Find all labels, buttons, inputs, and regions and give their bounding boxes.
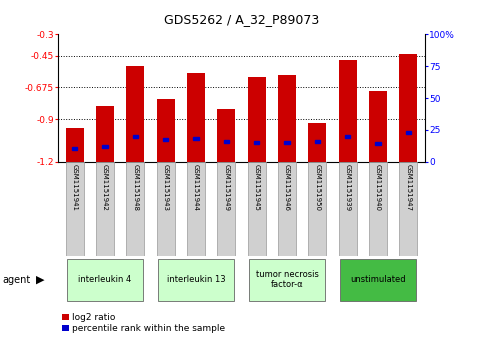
- Bar: [308, 162, 327, 256]
- Text: GSM1151939: GSM1151939: [345, 164, 351, 212]
- Bar: [284, 141, 290, 144]
- Bar: [375, 142, 381, 145]
- Bar: [96, 162, 114, 256]
- Bar: [67, 259, 143, 301]
- Bar: [72, 147, 77, 150]
- Bar: [163, 138, 169, 142]
- Bar: [339, 162, 357, 256]
- Bar: [217, 109, 235, 162]
- Bar: [224, 140, 229, 143]
- Bar: [254, 141, 259, 144]
- Bar: [66, 128, 84, 162]
- Bar: [278, 76, 296, 162]
- Bar: [308, 123, 327, 162]
- Text: ▶: ▶: [36, 274, 45, 285]
- Bar: [156, 162, 175, 256]
- Bar: [278, 162, 296, 256]
- Bar: [126, 66, 144, 162]
- Bar: [126, 162, 144, 256]
- Bar: [156, 99, 175, 162]
- Text: GDS5262 / A_32_P89073: GDS5262 / A_32_P89073: [164, 13, 319, 26]
- Bar: [187, 73, 205, 162]
- Text: interleukin 13: interleukin 13: [167, 275, 225, 284]
- Bar: [399, 54, 417, 162]
- Bar: [369, 162, 387, 256]
- Bar: [248, 77, 266, 162]
- Text: GSM1151949: GSM1151949: [223, 164, 229, 211]
- Bar: [66, 162, 84, 256]
- Text: agent: agent: [2, 274, 30, 285]
- Bar: [133, 135, 138, 138]
- Bar: [314, 140, 320, 143]
- Bar: [158, 259, 234, 301]
- Bar: [340, 259, 416, 301]
- Bar: [102, 145, 108, 148]
- Legend: log2 ratio, percentile rank within the sample: log2 ratio, percentile rank within the s…: [62, 313, 226, 333]
- Text: GSM1151942: GSM1151942: [102, 164, 108, 211]
- Text: tumor necrosis
factor-α: tumor necrosis factor-α: [256, 270, 318, 289]
- Text: GSM1151947: GSM1151947: [405, 164, 412, 211]
- Bar: [193, 137, 199, 140]
- Text: GSM1151940: GSM1151940: [375, 164, 381, 211]
- Text: unstimulated: unstimulated: [350, 275, 406, 284]
- Text: GSM1151946: GSM1151946: [284, 164, 290, 211]
- Text: GSM1151944: GSM1151944: [193, 164, 199, 211]
- Bar: [345, 135, 350, 138]
- Bar: [249, 259, 325, 301]
- Bar: [339, 60, 357, 162]
- Text: GSM1151943: GSM1151943: [163, 164, 169, 211]
- Text: GSM1151948: GSM1151948: [132, 164, 138, 211]
- Bar: [187, 162, 205, 256]
- Text: GSM1151945: GSM1151945: [254, 164, 260, 211]
- Bar: [369, 91, 387, 162]
- Bar: [217, 162, 235, 256]
- Text: GSM1151941: GSM1151941: [71, 164, 78, 211]
- Bar: [399, 162, 417, 256]
- Bar: [406, 131, 411, 134]
- Text: interleukin 4: interleukin 4: [78, 275, 131, 284]
- Bar: [248, 162, 266, 256]
- Text: GSM1151950: GSM1151950: [314, 164, 320, 211]
- Bar: [96, 106, 114, 162]
